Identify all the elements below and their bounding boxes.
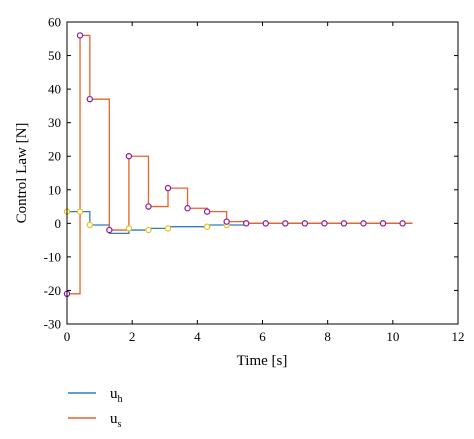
legend-label-s: us	[110, 411, 122, 430]
x-tick-label: 12	[452, 329, 465, 344]
plot-area	[63, 32, 413, 297]
x-tick-label: 8	[324, 329, 331, 344]
y-tick-label: -20	[44, 283, 61, 298]
data-point-s	[379, 220, 387, 227]
data-point-s	[164, 184, 172, 192]
legend-label-h: uh	[110, 386, 123, 405]
plot-frame	[66, 21, 459, 325]
data-point-h	[203, 223, 211, 230]
y-tick-label: -30	[44, 317, 61, 332]
y-tick-label: 40	[48, 82, 61, 97]
data-point-s	[223, 218, 230, 225]
data-point-h	[145, 226, 152, 234]
x-tick-label: 6	[259, 329, 266, 344]
y-tick-label: 20	[48, 149, 61, 164]
y-tick-label: -10	[44, 249, 61, 264]
data-point-s	[360, 220, 367, 227]
data-point-h	[164, 225, 172, 232]
y-tick-label: 50	[48, 48, 61, 63]
data-point-s	[76, 32, 84, 39]
data-point-s	[340, 220, 348, 227]
series-line-s	[67, 34, 413, 295]
data-point-s	[125, 153, 133, 160]
data-point-s	[301, 220, 309, 227]
axes: 0 2 4 6 8 10 12 -30 -20 -10 0 10 20 30 40 50 60	[44, 15, 465, 345]
y-tick-label: 30	[48, 115, 61, 130]
x-axis-label: Time [s]	[237, 353, 288, 369]
data-point-s	[282, 220, 289, 227]
data-point-s	[262, 220, 269, 227]
y-tick-label: 0	[55, 216, 62, 231]
y-tick-label: 60	[48, 15, 61, 30]
data-point-h	[76, 208, 84, 215]
data-point-s	[106, 226, 113, 234]
x-tick-label: 4	[194, 329, 201, 344]
data-point-h	[125, 225, 133, 232]
legend: uh us	[68, 386, 123, 430]
y-axis-label: Control Law [N]	[14, 123, 30, 224]
data-point-s	[203, 208, 211, 215]
data-point-s	[321, 220, 328, 227]
x-tick-label: 2	[129, 329, 136, 344]
data-point-s	[243, 220, 250, 227]
y-tick-label: 10	[48, 182, 61, 197]
x-tick-label: 10	[386, 329, 399, 344]
data-point-s	[86, 95, 94, 103]
data-point-s	[145, 203, 152, 210]
data-point-s	[184, 205, 191, 212]
data-point-h	[86, 221, 94, 229]
x-tick-label: 0	[64, 329, 71, 344]
data-point-s	[399, 220, 406, 227]
